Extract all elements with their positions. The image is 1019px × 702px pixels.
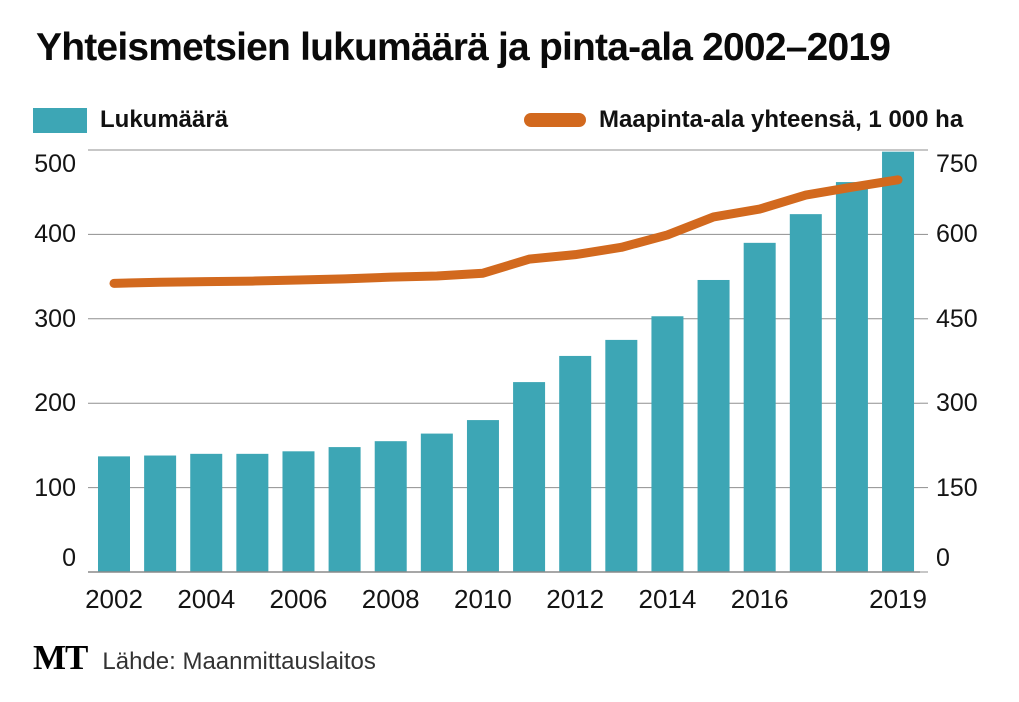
x-axis-label-2002: 2002 bbox=[85, 584, 143, 614]
bar-2006 bbox=[282, 451, 315, 572]
y-axis-left-label-300: 300 bbox=[34, 304, 76, 333]
y-axis-left-label-100: 100 bbox=[34, 473, 76, 502]
bar-2002 bbox=[98, 456, 130, 572]
y-axis-right-label-0: 0 bbox=[936, 544, 950, 572]
mt-logo: MT bbox=[33, 638, 88, 677]
legend-label-maapinta-ala: Maapinta-ala yhteensä, 1 000 ha bbox=[599, 106, 964, 133]
y-axis-right-label-600: 600 bbox=[936, 220, 978, 249]
bar-2004 bbox=[190, 453, 223, 572]
x-axis-label-2012: 2012 bbox=[546, 584, 605, 614]
x-axis-label-2016: 2016 bbox=[730, 584, 789, 614]
chart-title: Yhteismetsien lukumäärä ja pinta-ala 200… bbox=[36, 26, 891, 69]
bar-2003 bbox=[144, 455, 177, 572]
y-axis-right-label-750: 750 bbox=[936, 150, 978, 178]
y-axis-right-label-450: 450 bbox=[936, 304, 978, 333]
bar-2012 bbox=[559, 355, 592, 572]
y-axis-left-label-0: 0 bbox=[62, 544, 76, 572]
y-axis-left-label-400: 400 bbox=[34, 220, 76, 249]
y-axis-left-label-200: 200 bbox=[34, 389, 76, 418]
bar-2009 bbox=[420, 433, 453, 572]
x-axis-label-2004: 2004 bbox=[177, 584, 236, 614]
bar-2007 bbox=[328, 447, 361, 572]
legend-item-maapinta-ala: Maapinta-ala yhteensä, 1 000 ha bbox=[524, 106, 963, 134]
x-axis-label-2014: 2014 bbox=[638, 584, 697, 614]
x-axis-label-2010: 2010 bbox=[454, 584, 512, 614]
bar-2017 bbox=[789, 214, 822, 573]
y-axis-left-label-500: 500 bbox=[34, 150, 76, 178]
area-line bbox=[109, 175, 903, 288]
bar-2018 bbox=[835, 182, 868, 572]
legend-item-lukumaara: Lukumäärä bbox=[33, 106, 228, 134]
legend-label-lukumaara: Lukumäärä bbox=[100, 106, 229, 133]
bar-2015 bbox=[697, 279, 730, 572]
source-text: Lähde: Maanmittauslaitos bbox=[102, 648, 376, 675]
bar-2005 bbox=[236, 453, 269, 572]
x-axis-label-2019: 2019 bbox=[869, 584, 927, 614]
bar-2014 bbox=[651, 316, 684, 572]
line-series-swatch bbox=[524, 113, 586, 127]
footer: MT Lähde: Maanmittauslaitos bbox=[33, 638, 376, 678]
bar-2016 bbox=[743, 242, 776, 572]
bar-2013 bbox=[605, 339, 638, 572]
x-axis-label-2006: 2006 bbox=[269, 584, 328, 614]
bar-2008 bbox=[374, 441, 407, 572]
bar-2019 bbox=[882, 151, 915, 573]
x-axis-label-2008: 2008 bbox=[361, 584, 420, 614]
bar-2011 bbox=[513, 382, 546, 572]
bar-2010 bbox=[466, 420, 499, 572]
y-axis-right-label-300: 300 bbox=[936, 389, 978, 418]
y-axis-right-label-150: 150 bbox=[936, 473, 978, 502]
bar-series-swatch bbox=[33, 107, 87, 133]
